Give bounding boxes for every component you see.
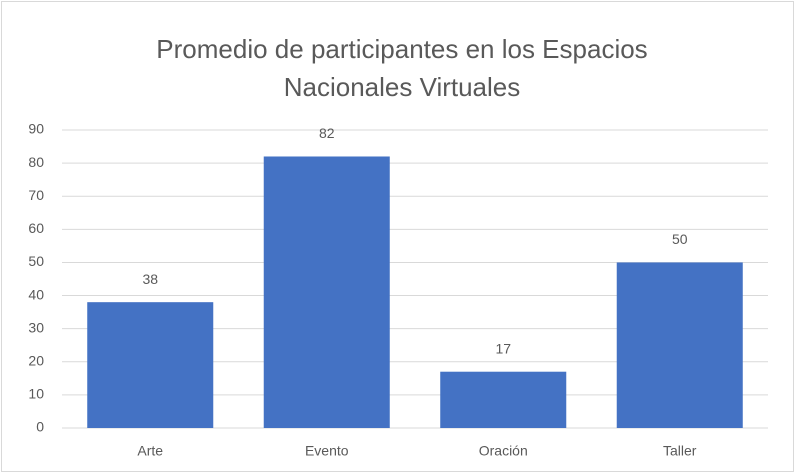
data-label: 82 [319, 125, 335, 141]
y-tick-label: 80 [28, 154, 44, 170]
x-tick-label: Evento [305, 443, 349, 459]
y-tick-label: 30 [28, 319, 44, 335]
data-label: 50 [672, 231, 688, 247]
y-tick-label: 90 [28, 121, 44, 137]
y-tick-label: 70 [28, 187, 44, 203]
chart-title: Promedio de participantes en los Espacio… [156, 34, 648, 102]
y-tick-label: 10 [28, 386, 44, 402]
bar [616, 262, 743, 428]
y-tick-label: 40 [28, 286, 44, 302]
y-tick-label: 0 [36, 419, 44, 435]
y-tick-label: 60 [28, 220, 44, 236]
x-tick-label: Arte [137, 443, 163, 459]
x-tick-label: Taller [663, 443, 697, 459]
x-tick-label: Oración [479, 443, 528, 459]
data-label: 38 [142, 271, 158, 287]
y-tick-label: 50 [28, 253, 44, 269]
bar [263, 156, 390, 428]
y-tick-label: 20 [28, 352, 44, 368]
bar [440, 371, 567, 428]
data-label: 17 [495, 340, 511, 356]
bar [87, 302, 214, 428]
